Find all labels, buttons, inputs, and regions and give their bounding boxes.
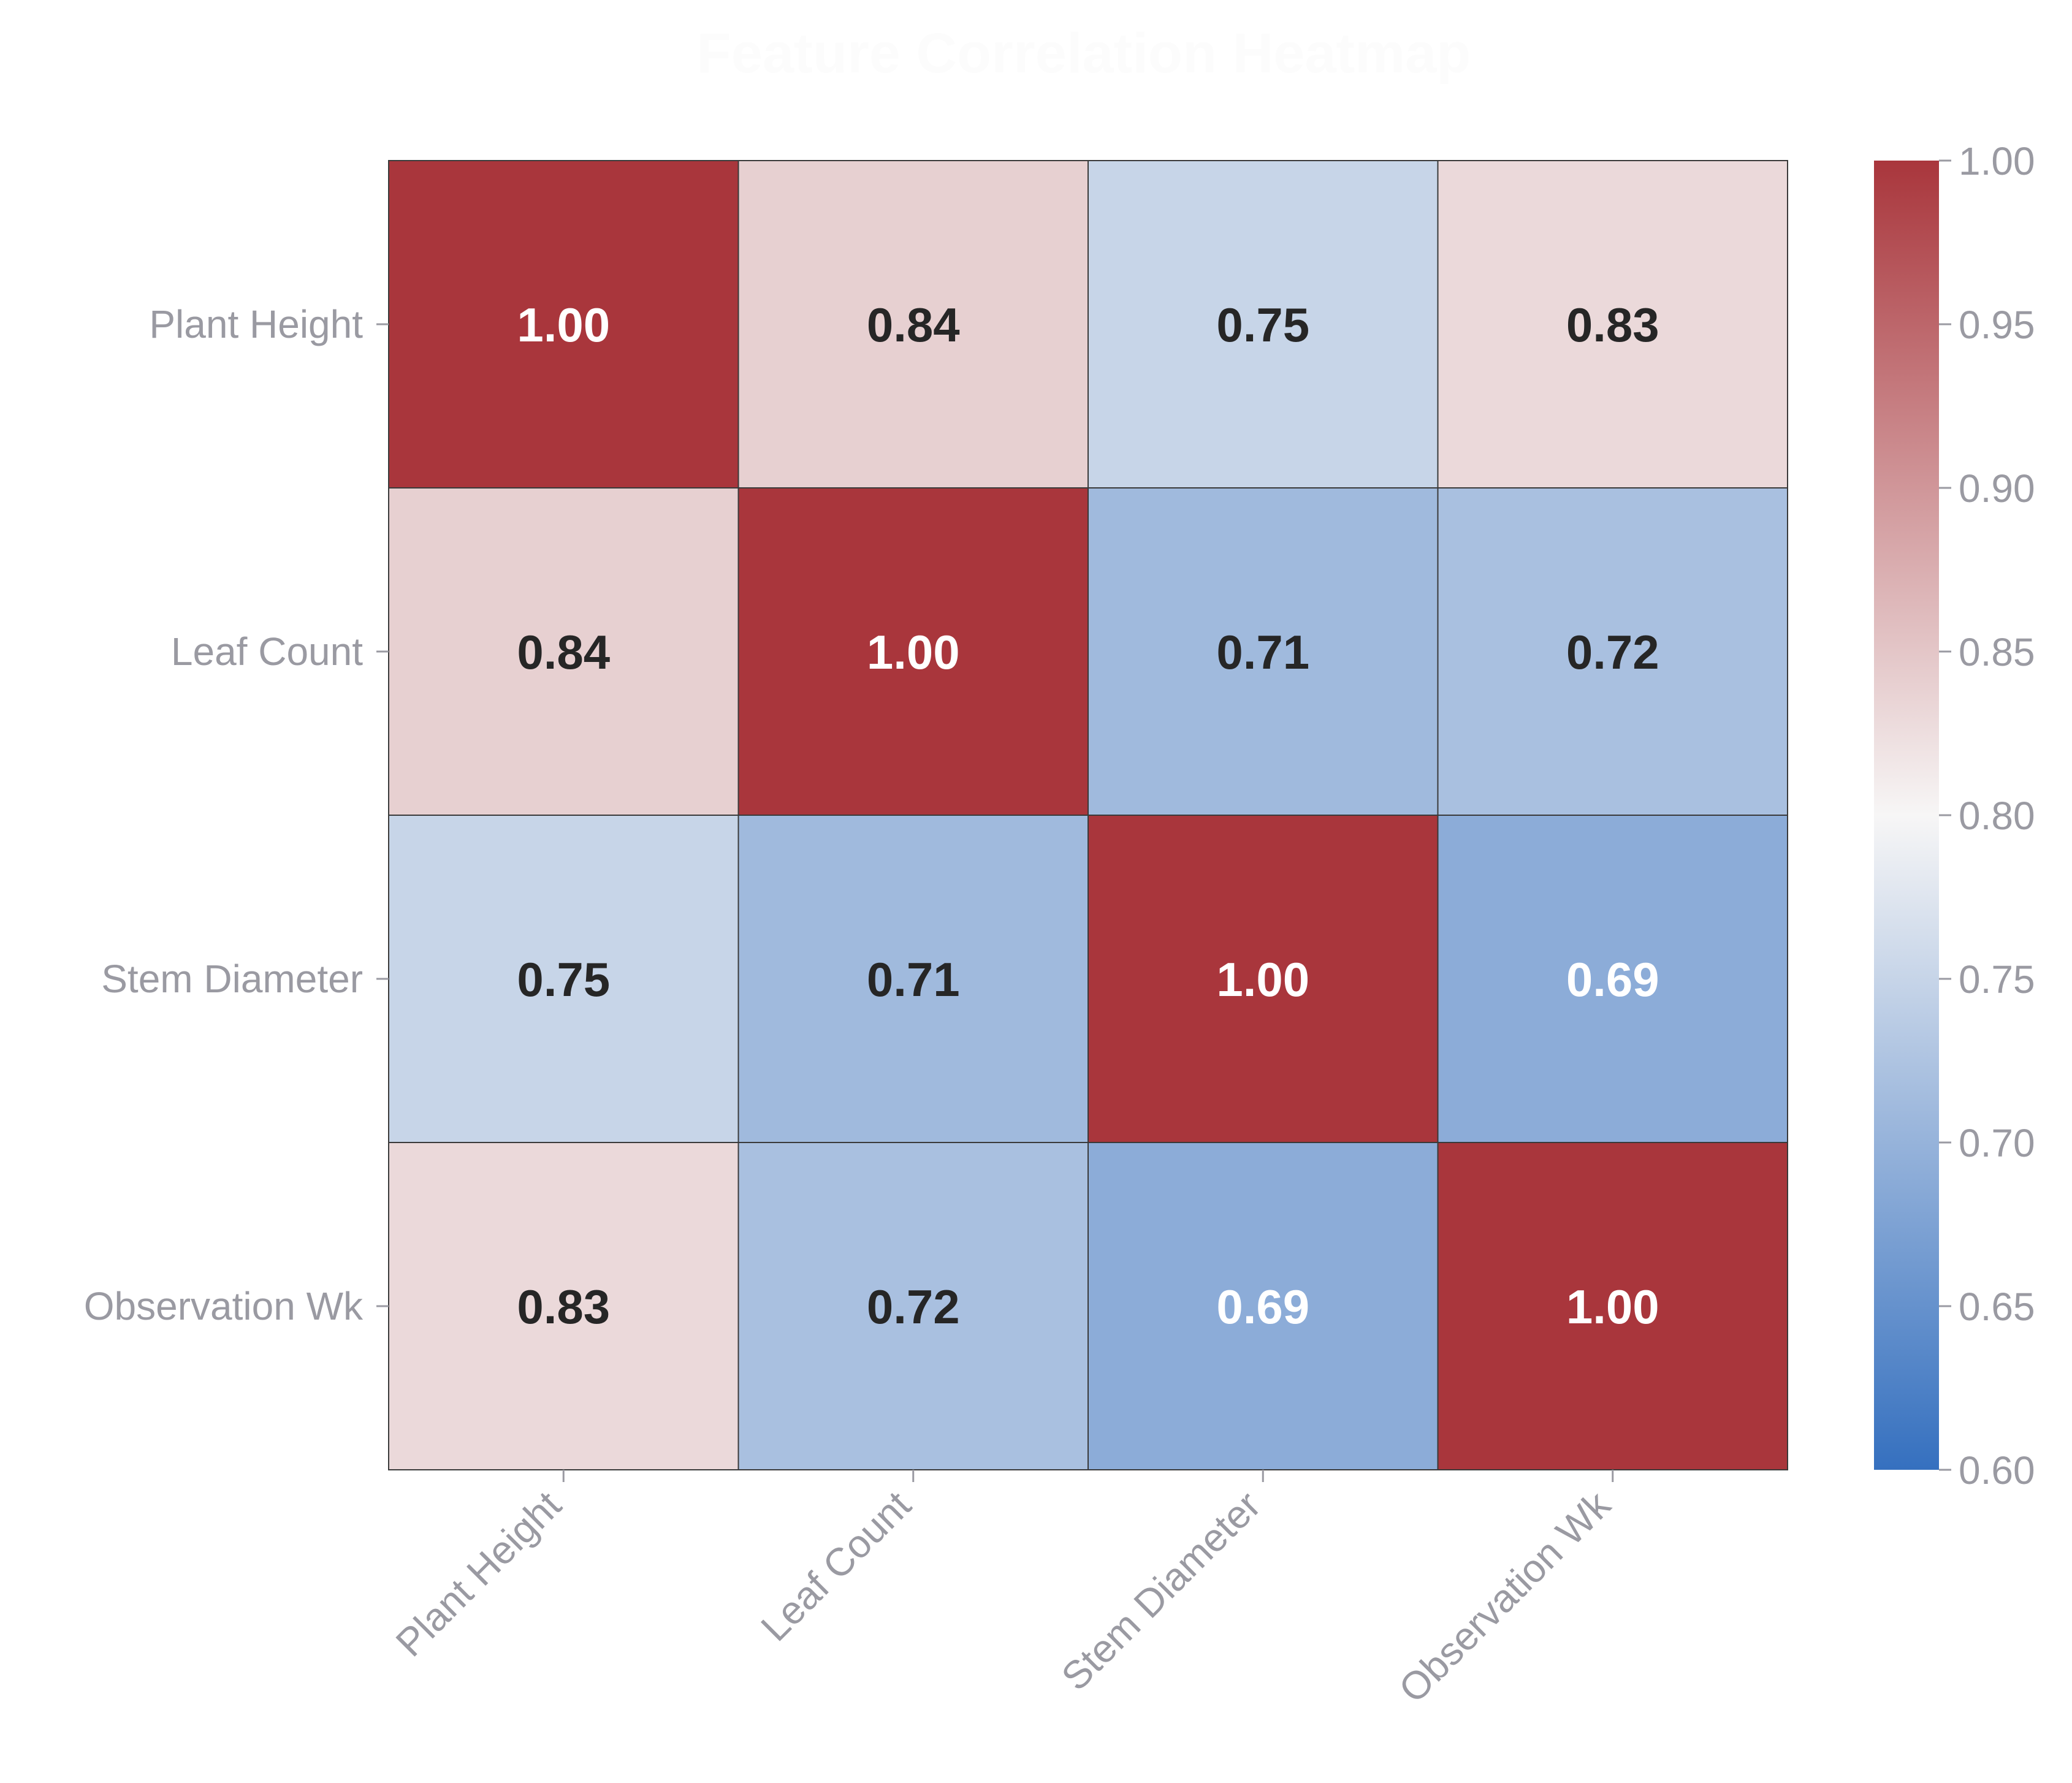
x-axis: Plant Height Leaf Count Stem Diameter Obser… <box>387 1470 1620 1711</box>
cell-value-label: 0.83 <box>517 1280 610 1334</box>
heatmap-cell-leaf-count-plant-height <box>388 487 739 816</box>
y-tick-label: Leaf Count <box>171 629 363 674</box>
colorbar-tick-label: 1.00 <box>1959 139 2035 183</box>
heatmap-cell-leaf-count-observation-wk <box>1437 487 1788 816</box>
colorbar: 0.60 0.65 0.70 0.75 0.80 0.85 0.90 0.95 1.00 <box>1874 139 2035 1492</box>
heatmap-cell-leaf-count-leaf-count <box>737 487 1089 816</box>
heatmap-cell-leaf-count-stem-diameter <box>1087 487 1439 816</box>
x-tick-label: Observation Wk <box>1390 1482 1620 1711</box>
heatmap-cells: 1.00 0.84 0.75 0.83 0.84 1.00 0.71 0.72 0.75 0.71… <box>388 160 1788 1470</box>
heatmap-cell-plant-height-plant-height <box>388 160 739 489</box>
heatmap-cell-observation-wk-leaf-count <box>737 1142 1089 1470</box>
chart-title: Feature Correlation Heatmap <box>697 22 1471 85</box>
cell-value-label: 0.72 <box>1566 625 1659 679</box>
cell-value-label: 0.69 <box>1566 952 1659 1006</box>
y-tick-label: Plant Height <box>149 302 363 346</box>
heatmap-cell-plant-height-stem-diameter <box>1087 160 1439 489</box>
heatmap-cell-observation-wk-observation-wk <box>1437 1142 1788 1470</box>
colorbar-gradient <box>1874 161 1939 1470</box>
cell-value-label: 1.00 <box>1566 1280 1659 1334</box>
cell-value-label: 0.71 <box>1216 625 1309 679</box>
colorbar-tick-label: 0.70 <box>1959 1121 2035 1165</box>
x-tick-label: Plant Height <box>387 1483 570 1665</box>
y-tick-label: Observation Wk <box>84 1284 364 1328</box>
colorbar-tick-label: 0.80 <box>1959 794 2035 838</box>
x-tick-label: Leaf Count <box>752 1483 919 1649</box>
cell-value-label: 0.71 <box>867 952 960 1006</box>
cell-value-label: 0.75 <box>1216 298 1309 352</box>
cell-value-label: 1.00 <box>867 625 960 679</box>
cell-value-label: 0.75 <box>517 952 610 1006</box>
cell-value-label: 0.69 <box>1216 1280 1309 1334</box>
colorbar-tick-label: 0.95 <box>1959 303 2035 347</box>
colorbar-tick-label: 0.65 <box>1959 1285 2035 1329</box>
heatmap-cell-observation-wk-plant-height <box>388 1142 739 1470</box>
colorbar-tick-label: 0.90 <box>1959 466 2035 511</box>
colorbar-tick-label: 0.60 <box>1959 1448 2035 1492</box>
x-tick-label: Stem Diameter <box>1053 1483 1269 1699</box>
cell-value-label: 0.83 <box>1566 298 1659 352</box>
cell-value-label: 0.84 <box>867 298 960 352</box>
cell-value-label: 0.72 <box>867 1280 960 1334</box>
heatmap-cell-plant-height-observation-wk <box>1437 160 1788 489</box>
heatmap-cell-observation-wk-stem-diameter <box>1087 1142 1439 1470</box>
colorbar-tick-label: 0.85 <box>1959 630 2035 674</box>
cell-value-label: 0.84 <box>517 625 610 679</box>
cell-value-label: 1.00 <box>1216 952 1309 1006</box>
cell-value-label: 1.00 <box>517 298 610 352</box>
y-axis: Plant Height Leaf Count Stem Diameter Obser… <box>84 302 389 1328</box>
y-tick-label: Stem Diameter <box>101 957 363 1001</box>
colorbar-tick-label: 0.75 <box>1959 957 2035 1002</box>
heatmap-cell-plant-height-leaf-count <box>737 160 1089 489</box>
heatmap-cell-stem-diameter-leaf-count <box>737 815 1089 1143</box>
heatmap-cell-stem-diameter-observation-wk <box>1437 815 1788 1143</box>
